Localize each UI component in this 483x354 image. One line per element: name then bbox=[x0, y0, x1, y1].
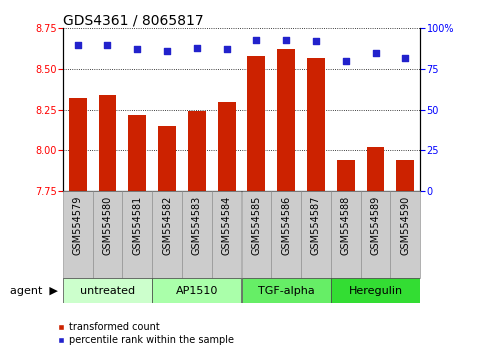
Bar bbox=[152, 191, 182, 278]
Bar bbox=[277, 50, 295, 191]
Text: GSM554589: GSM554589 bbox=[370, 195, 381, 255]
Bar bbox=[212, 191, 242, 278]
Text: GSM554584: GSM554584 bbox=[222, 195, 232, 255]
Bar bbox=[367, 147, 384, 191]
Bar bbox=[128, 115, 146, 191]
Bar bbox=[63, 191, 93, 278]
Text: Heregulin: Heregulin bbox=[348, 286, 403, 296]
Bar bbox=[242, 191, 271, 278]
Bar bbox=[331, 278, 420, 303]
Legend: transformed count, percentile rank within the sample: transformed count, percentile rank withi… bbox=[53, 319, 238, 349]
Bar bbox=[242, 278, 331, 303]
Bar bbox=[152, 278, 242, 303]
Text: GSM554581: GSM554581 bbox=[132, 195, 142, 255]
Text: GSM554580: GSM554580 bbox=[102, 195, 113, 255]
Bar bbox=[218, 102, 236, 191]
Point bbox=[74, 42, 82, 47]
Text: untreated: untreated bbox=[80, 286, 135, 296]
Text: GDS4361 / 8065817: GDS4361 / 8065817 bbox=[63, 13, 203, 27]
Point bbox=[163, 48, 171, 54]
Text: GSM554590: GSM554590 bbox=[400, 195, 411, 255]
Bar bbox=[307, 58, 325, 191]
Bar bbox=[182, 191, 212, 278]
Bar bbox=[301, 191, 331, 278]
Point bbox=[312, 39, 320, 44]
Text: AP1510: AP1510 bbox=[176, 286, 218, 296]
Bar bbox=[158, 126, 176, 191]
Point bbox=[253, 37, 260, 42]
Text: agent  ▶: agent ▶ bbox=[10, 286, 58, 296]
Bar bbox=[93, 191, 122, 278]
Bar bbox=[271, 191, 301, 278]
Bar bbox=[337, 160, 355, 191]
Point bbox=[133, 47, 141, 52]
Bar bbox=[63, 278, 152, 303]
Point bbox=[342, 58, 350, 64]
Text: TGF-alpha: TGF-alpha bbox=[258, 286, 314, 296]
Text: GSM554579: GSM554579 bbox=[72, 195, 83, 255]
Bar bbox=[390, 191, 420, 278]
Bar bbox=[188, 112, 206, 191]
Bar bbox=[331, 191, 361, 278]
Point bbox=[282, 37, 290, 42]
Bar bbox=[99, 95, 116, 191]
Text: GSM554583: GSM554583 bbox=[192, 195, 202, 255]
Text: GSM554585: GSM554585 bbox=[251, 195, 261, 255]
Bar bbox=[247, 56, 265, 191]
Text: GSM554588: GSM554588 bbox=[341, 195, 351, 255]
Point bbox=[193, 45, 201, 51]
Text: GSM554586: GSM554586 bbox=[281, 195, 291, 255]
Bar bbox=[122, 191, 152, 278]
Point bbox=[223, 47, 230, 52]
Point bbox=[401, 55, 409, 61]
Point bbox=[104, 42, 112, 47]
Bar bbox=[69, 98, 86, 191]
Bar bbox=[397, 160, 414, 191]
Bar bbox=[361, 191, 390, 278]
Point bbox=[372, 50, 380, 56]
Text: GSM554587: GSM554587 bbox=[311, 195, 321, 255]
Text: GSM554582: GSM554582 bbox=[162, 195, 172, 255]
